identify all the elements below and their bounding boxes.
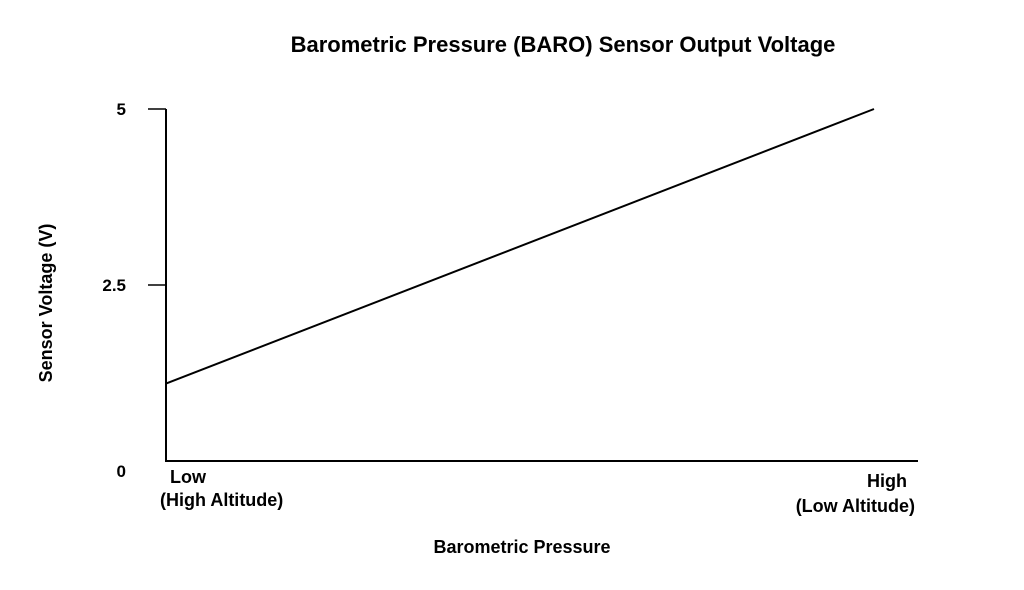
y-tick-label: 2.5 xyxy=(102,276,126,295)
y-axis-label: Sensor Voltage (V) xyxy=(36,224,56,383)
series-layer xyxy=(165,108,875,385)
series-line xyxy=(165,108,875,385)
y-ticks: 02.55 xyxy=(102,100,166,481)
chart-title: Barometric Pressure (BARO) Sensor Output… xyxy=(291,32,836,57)
x-axis-label: Barometric Pressure xyxy=(433,537,610,557)
x-ticks: Low (High Altitude) High (Low Altitude) xyxy=(160,467,915,516)
x-tick-label: High xyxy=(867,471,907,491)
y-tick-label: 5 xyxy=(117,100,126,119)
x-tick-label: (High Altitude) xyxy=(160,490,283,510)
x-tick-label: Low xyxy=(170,467,207,487)
y-tick-label: 0 xyxy=(117,462,126,481)
x-tick-label: (Low Altitude) xyxy=(796,496,915,516)
